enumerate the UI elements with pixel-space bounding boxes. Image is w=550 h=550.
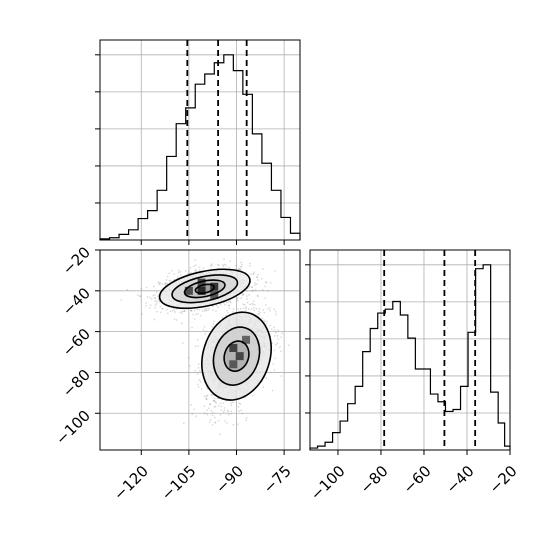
joint-density-cell-6 (235, 352, 244, 361)
joint-contour-3 (194, 283, 215, 295)
joint-contour-1 (171, 274, 239, 304)
joint-plot-area (120, 258, 290, 436)
joint-contour-2 (183, 279, 226, 299)
histogram-panel-param-1 (95, 39, 301, 245)
joint-contour-6 (223, 340, 250, 372)
hist2-histogram-steps (309, 264, 511, 450)
joint-contour-5 (212, 326, 261, 386)
joint-density-cell-7 (229, 360, 238, 369)
joint-density-cell-5 (229, 343, 238, 352)
joint-density-cell-2 (184, 286, 193, 295)
joint-contour-4 (201, 311, 272, 401)
joint-density-cell-8 (242, 335, 251, 344)
hist1-frame (99, 39, 301, 241)
joint-density-cell-0 (197, 286, 206, 295)
joint-density-cell-3 (197, 278, 206, 287)
hist1-histogram-steps (99, 54, 301, 240)
joint-frame (99, 249, 301, 451)
hist1-grid (100, 40, 300, 240)
joint-density-panel: −120 −105 −90 −75−20−40−60−80−100 (52, 243, 301, 504)
hist2-frame (309, 249, 511, 451)
joint-contour-0 (158, 268, 251, 310)
